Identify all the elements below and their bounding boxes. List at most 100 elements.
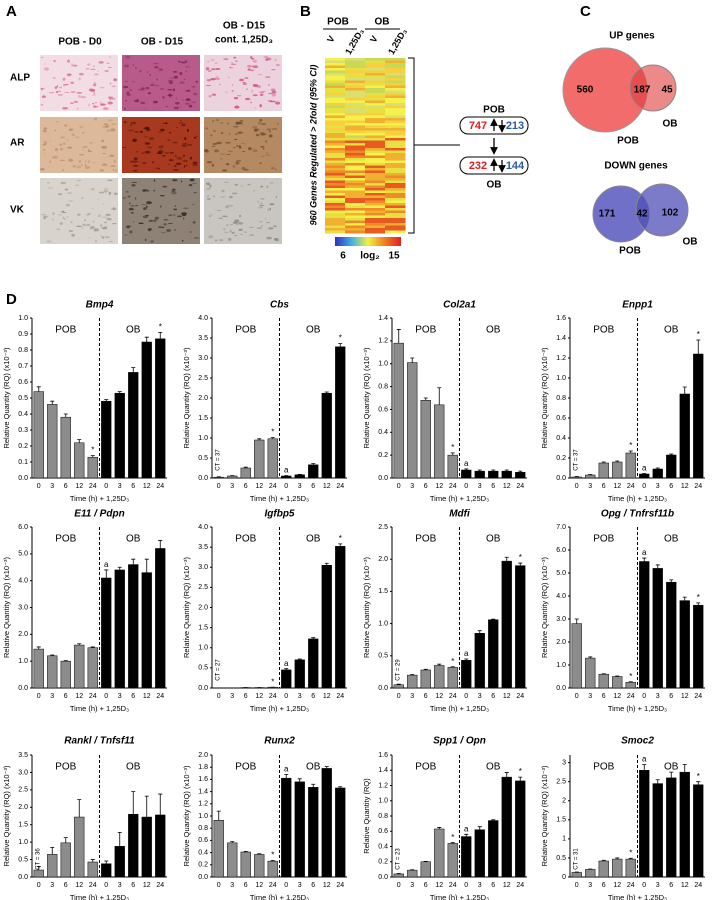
y-tick-label: 3 (562, 759, 566, 766)
texture (277, 122, 279, 125)
y-tick-label: 1.0 (556, 375, 566, 382)
texture (221, 169, 228, 172)
y-tick-label: 0.0 (198, 475, 208, 482)
heat-cell (385, 205, 406, 209)
y-tick-label: 1.6 (198, 776, 208, 783)
texture (274, 59, 277, 61)
heat-cell (345, 120, 366, 124)
heat-cell (325, 140, 346, 144)
error-bar (50, 400, 55, 405)
bar (488, 820, 499, 878)
texture (145, 87, 150, 90)
heat-cell (345, 140, 366, 144)
y-tick-label: 1.0 (18, 839, 28, 846)
error-bar (104, 860, 109, 864)
texture (57, 90, 62, 92)
heat-cell (345, 198, 366, 201)
bar (501, 470, 512, 479)
texture (265, 154, 271, 156)
heat-cell (345, 70, 366, 74)
x-tick-label: 6 (602, 882, 606, 889)
texture (127, 195, 131, 198)
chart-title: Smoc2 (621, 736, 654, 747)
bar (447, 667, 458, 689)
x-tick-label: 12 (681, 882, 689, 889)
heat-cell (325, 75, 346, 79)
y-tick-label: 1.4 (378, 767, 388, 774)
texture (62, 142, 66, 145)
texture (175, 97, 178, 99)
error-bar (338, 543, 343, 547)
texture (62, 77, 66, 81)
y-tick-label: 0.6 (378, 406, 388, 413)
texture (105, 213, 111, 216)
heat-cell (325, 220, 346, 224)
x-tick-label: 6 (424, 693, 428, 700)
texture (146, 71, 149, 73)
texture (260, 122, 267, 126)
heat-cell (385, 113, 406, 116)
chart-title: Enpp1 (622, 300, 653, 311)
heat-cell (345, 85, 366, 89)
x-tick-label: 0 (575, 882, 579, 889)
texture (252, 65, 259, 69)
y-tick-label: 1.2 (378, 338, 388, 345)
error-bar (77, 439, 82, 443)
texture (99, 169, 104, 172)
heat-cell (345, 125, 366, 129)
texture (101, 226, 108, 230)
texture (219, 239, 224, 241)
group-label: POB (55, 762, 76, 773)
x-tick-label: 6 (64, 693, 68, 700)
texture (260, 225, 263, 228)
y-tick-label: 4.0 (18, 578, 28, 585)
texture (92, 207, 94, 209)
texture (77, 213, 81, 216)
texture (70, 102, 74, 104)
texture (122, 146, 126, 148)
ct-label: CT = 27 (216, 659, 222, 681)
y-tick-label: 1.6 (378, 752, 388, 759)
texture (79, 72, 84, 76)
texture (211, 163, 215, 167)
texture (181, 123, 186, 127)
chart-title: Col2a1 (443, 300, 476, 311)
texture (260, 133, 266, 136)
texture (101, 139, 105, 143)
x-tick-label: 24 (516, 882, 524, 889)
heat-cell (345, 103, 366, 106)
texture (181, 214, 187, 217)
texture (266, 236, 272, 240)
texture (258, 121, 261, 125)
group-label: POB (415, 534, 436, 545)
heat-cell (385, 118, 406, 121)
y-tick-label: 0.0 (18, 685, 28, 692)
bar (267, 860, 278, 878)
y-axis-label: Relative Quantity (RQ) (x10⁻³) (540, 556, 549, 658)
heat-cell (385, 73, 406, 76)
texture (182, 99, 184, 101)
texture (186, 98, 190, 101)
texture (270, 88, 276, 91)
texture (165, 106, 169, 107)
bar (240, 851, 251, 878)
texture (259, 162, 263, 165)
heat-cell (385, 200, 406, 204)
y-tick-label: 4.0 (556, 593, 566, 600)
y-tick-label: 5.0 (556, 570, 566, 577)
error-bar (90, 455, 95, 458)
bar (321, 564, 332, 689)
heat-cell (345, 78, 366, 81)
texture (229, 229, 232, 233)
texture (160, 128, 165, 132)
heat-cell (385, 190, 406, 194)
texture (70, 91, 76, 93)
x-tick-label: 6 (491, 483, 495, 490)
texture (158, 68, 161, 70)
bar (74, 816, 85, 878)
heat-cell (325, 223, 346, 226)
bar (393, 684, 404, 689)
texture (82, 149, 84, 151)
texture (269, 181, 274, 184)
texture (84, 219, 87, 222)
